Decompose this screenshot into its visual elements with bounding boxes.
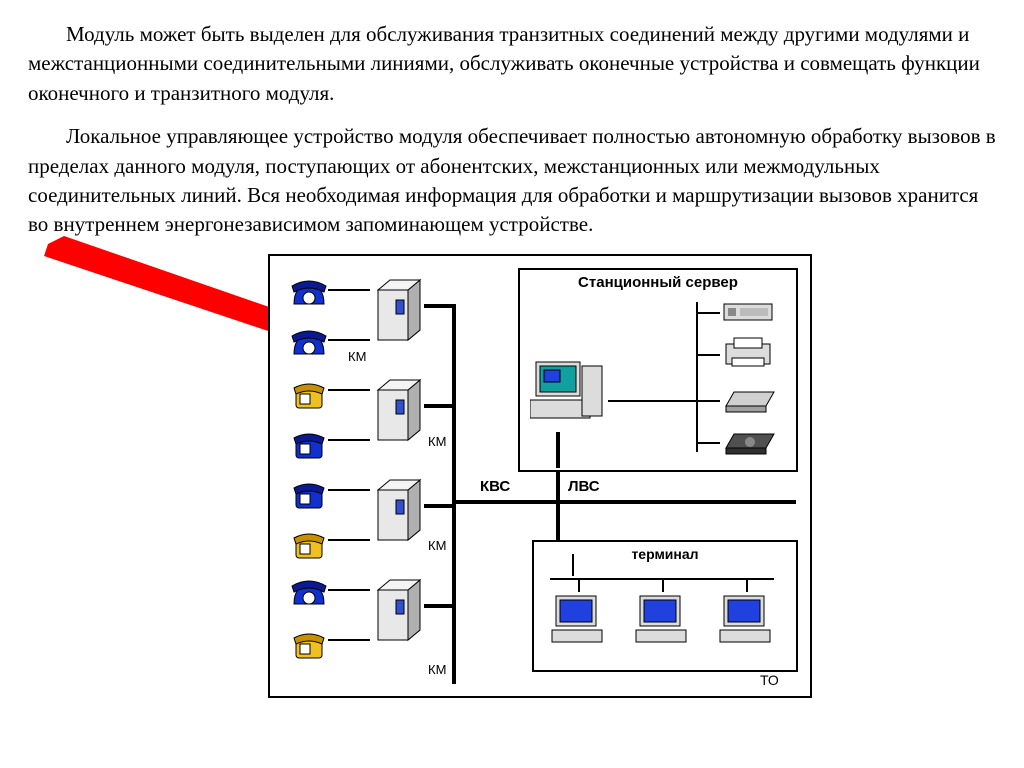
phone-icon xyxy=(288,576,330,614)
server-panel-title: Станционный сервер xyxy=(520,274,796,291)
km-label: КМ xyxy=(348,349,366,364)
drive-icon xyxy=(722,428,778,458)
km-column xyxy=(370,276,430,676)
phone-column xyxy=(288,270,330,670)
paragraph-2: Локальное управляющее устройство модуля … xyxy=(28,122,996,240)
phone-icon xyxy=(288,526,330,564)
to-label: ТО xyxy=(760,672,779,688)
km-module-icon xyxy=(370,276,430,348)
phone-icon xyxy=(288,426,330,464)
phone-icon xyxy=(288,376,330,414)
server-pc-icon xyxy=(530,356,608,428)
terminal-pc-icon xyxy=(718,592,778,648)
server-panel: Станционный сервер xyxy=(518,268,798,472)
drive-icon xyxy=(722,386,778,416)
phone-icon xyxy=(288,276,330,314)
printer-icon xyxy=(722,336,778,372)
rack-device-icon xyxy=(722,298,778,328)
terminal-pc-icon xyxy=(550,592,610,648)
kvs-label: КВС xyxy=(480,478,510,495)
km-module-icon xyxy=(370,376,430,448)
phone-icon xyxy=(288,476,330,514)
km-module-icon xyxy=(370,576,430,648)
lvs-label: ЛВС xyxy=(568,478,600,495)
phone-icon xyxy=(288,326,330,364)
km-label: КМ xyxy=(428,434,446,449)
network-diagram: КМ КМ КМ КМ КВС ЛВС Станционный сервер xyxy=(48,254,808,714)
terminal-pc-icon xyxy=(634,592,694,648)
km-label: КМ xyxy=(428,662,446,677)
km-label: КМ xyxy=(428,538,446,553)
paragraph-1: Модуль может быть выделен для обслуживан… xyxy=(28,20,996,108)
phone-icon xyxy=(288,626,330,664)
km-module-icon xyxy=(370,476,430,548)
